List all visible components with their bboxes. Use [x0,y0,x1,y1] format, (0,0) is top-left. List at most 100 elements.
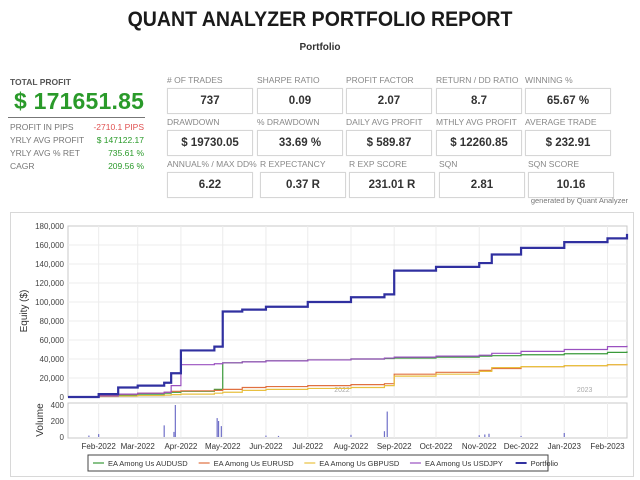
series-line [68,233,629,399]
metric-label: % DRAWDOWN [257,117,320,127]
svg-text:40,000: 40,000 [40,355,65,364]
x-axis-ticks: Feb-2022 Mar-2022 Apr-2022 May-2022 Jun-2022… [82,442,626,451]
svg-text:Apr-2022: Apr-2022 [164,442,197,451]
generated-by-note: generated by Quant Analyzer [530,196,628,205]
svg-text:200: 200 [51,417,65,426]
svg-text:Mar-2022: Mar-2022 [121,442,156,451]
metric-sqn: SQN 2.81 [439,159,525,198]
summary-row-value: 209.56 % [108,161,144,171]
summary-row-value: $ 147122.17 [96,135,144,145]
summary-row-label: YRLY AVG % RET [10,148,80,158]
svg-text:20,000: 20,000 [40,374,65,383]
total-profit-label: TOTAL PROFIT [10,77,71,87]
svg-text:Jul-2022: Jul-2022 [292,442,323,451]
metric-trades: # OF TRADES 737 [167,75,253,114]
summary-row-profit-pips: PROFIT IN PIPS -2710.1 PIPS [10,122,144,132]
metric-r-expectancy: R EXPECTANCY 0.37 R [260,159,346,198]
metric-value: 10.16 [528,172,614,198]
metric-sqn-score: SQN SCORE 10.16 [528,159,614,198]
metric-value: 33.69 % [257,130,343,156]
metric-drawdown: DRAWDOWN $ 19730.05 [167,117,253,156]
svg-text:Aug-2022: Aug-2022 [334,442,369,451]
report-title: QUANT ANALYZER PORTFOLIO REPORT [127,8,513,31]
metric-label: SQN SCORE [528,159,580,169]
metric-value: $ 232.91 [525,130,611,156]
metric-value: 231.01 R [349,172,435,198]
metric-value: $ 19730.05 [167,130,253,156]
chart-legend: EA Among Us AUDUSD EA Among Us EURUSD EA A… [87,454,559,472]
svg-text:140,000: 140,000 [35,260,64,269]
metric-daily-avg-profit: DAILY AVG PROFIT $ 589.87 [346,117,432,156]
summary-divider [8,117,145,118]
metric-value: 0.09 [257,88,343,114]
metric-label: DRAWDOWN [167,117,220,127]
metric-average-trade: AVERAGE TRADE $ 232.91 [525,117,611,156]
metric-label: # OF TRADES [167,75,223,85]
svg-text:Dec-2022: Dec-2022 [504,442,539,451]
metric-annual-max-dd: ANNUAL% / MAX DD% 6.22 [167,159,257,198]
metric-label: WINNING % [525,75,573,85]
metric-pct-drawdown: % DRAWDOWN 33.69 % [257,117,343,156]
svg-text:160,000: 160,000 [35,241,64,250]
series-line [68,345,628,398]
summary-row-label: CAGR [10,161,35,171]
metric-return-dd-ratio: RETURN / DD RATIO 8.7 [436,75,522,114]
svg-text:120,000: 120,000 [35,279,64,288]
svg-text:100,000: 100,000 [35,298,64,307]
total-profit-value: $ 171651.85 [14,88,145,114]
metric-value: 6.22 [167,172,253,198]
legend-item: EA Among Us GBPUSD [319,459,400,468]
metric-winning-pct: WINNING % 65.67 % [525,75,611,114]
metric-value: $ 589.87 [346,130,432,156]
metric-r-exp-score: R EXP SCORE 231.01 R [349,159,435,198]
svg-text:0: 0 [60,393,65,402]
svg-text:Sep-2022: Sep-2022 [377,442,412,451]
metric-label: R EXP SCORE [349,159,407,169]
svg-text:Feb-2022: Feb-2022 [82,442,117,451]
svg-text:Nov-2022: Nov-2022 [462,442,497,451]
svg-text:2022: 2022 [334,387,350,394]
summary-row-yrly-avg-profit: YRLY AVG PROFIT $ 147122.17 [10,135,144,145]
metric-value: 0.37 R [260,172,346,198]
summary-row-cagr: CAGR 209.56 % [10,161,144,171]
svg-text:Jan-2023: Jan-2023 [548,442,582,451]
legend-item: EA Among Us AUDUSD [108,459,188,468]
series-line [68,363,628,398]
metric-sharpe-ratio: SHARPE RATIO 0.09 [257,75,343,114]
summary-row-value: 735.61 % [108,148,144,158]
legend-item: EA Among Us USDJPY [425,459,503,468]
summary-row-yrly-avg-ret: YRLY AVG % RET 735.61 % [10,148,144,158]
legend-item: EA Among Us EURUSD [214,459,295,468]
metric-label: AVERAGE TRADE [525,117,597,127]
metric-mthly-avg-profit: MTHLY AVG PROFIT $ 12260.85 [436,117,522,156]
metric-value: 2.81 [439,172,525,198]
metric-label: DAILY AVG PROFIT [346,117,423,127]
metric-label: SQN [439,159,458,169]
summary-row-label: PROFIT IN PIPS [10,122,74,132]
svg-text:May-2022: May-2022 [205,442,241,451]
metric-label: PROFIT FACTOR [346,75,414,85]
metric-value: 737 [167,88,253,114]
metric-value: 65.67 % [525,88,611,114]
metric-profit-factor: PROFIT FACTOR 2.07 [346,75,432,114]
svg-text:Feb-2023: Feb-2023 [590,442,625,451]
metric-label: ANNUAL% / MAX DD% [167,159,257,169]
metric-label: SHARPE RATIO [257,75,320,85]
equity-axis-label: Equity ($) [19,290,30,333]
svg-text:0: 0 [60,433,65,442]
equity-plot-area: 0 20,000 40,000 60,000 80,000 100,000 120,000 1… [35,222,629,402]
svg-text:60,000: 60,000 [40,336,65,345]
metric-label: R EXPECTANCY [260,159,326,169]
metric-label: RETURN / DD RATIO [436,75,519,85]
svg-text:Jun-2022: Jun-2022 [249,442,283,451]
svg-text:80,000: 80,000 [40,317,65,326]
volume-axis-label: Volume [35,403,46,437]
svg-text:Oct-2022: Oct-2022 [420,442,453,451]
svg-text:400: 400 [51,401,65,410]
legend-item: Portfolio [531,459,559,468]
summary-row-value: -2710.1 PIPS [93,122,144,132]
report-subtitle: Portfolio [299,42,341,53]
svg-text:2023: 2023 [577,387,593,394]
metric-value: $ 12260.85 [436,130,522,156]
